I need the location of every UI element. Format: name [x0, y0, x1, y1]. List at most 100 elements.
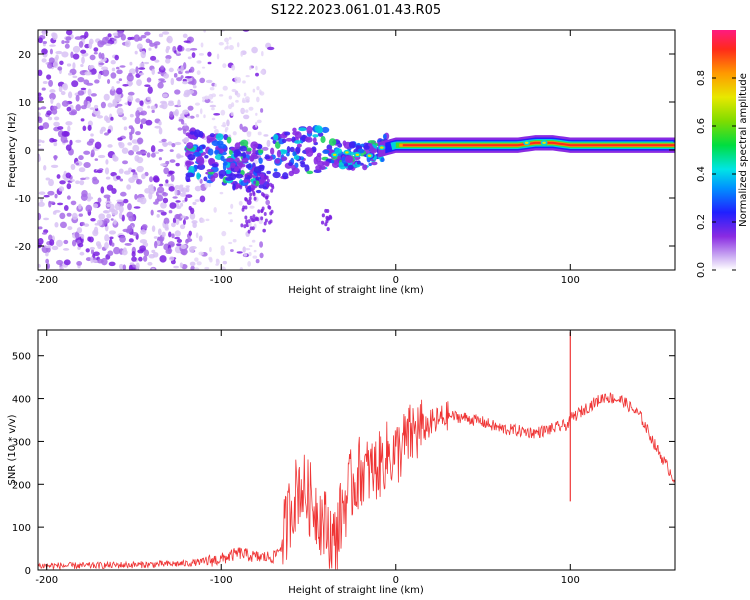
noise-speck	[176, 243, 182, 247]
noise-speck	[70, 163, 76, 170]
tone-blob	[211, 163, 219, 168]
noise-speck	[178, 186, 185, 192]
noise-speck	[119, 65, 126, 68]
noise-speck	[151, 267, 155, 270]
spectrogram-marks	[38, 30, 675, 270]
noise-speck	[75, 94, 80, 102]
tone-blob	[252, 147, 256, 155]
tone-blob	[284, 131, 291, 136]
noise-speck	[118, 78, 123, 82]
noise-speck	[80, 234, 85, 239]
tone-blob	[333, 158, 339, 165]
noise-speck	[100, 126, 106, 132]
x-tick-label: 100	[561, 575, 580, 586]
noise-speck	[87, 124, 92, 131]
noise-speck	[108, 261, 116, 267]
noise-speck	[240, 51, 244, 57]
noise-speck	[46, 110, 52, 116]
noise-speck	[163, 217, 170, 225]
noise-speck	[259, 241, 264, 248]
noise-speck	[220, 266, 226, 270]
tone-blob	[337, 156, 341, 161]
noise-speck	[106, 203, 112, 207]
noise-speck	[71, 212, 78, 221]
noise-speck	[72, 62, 76, 70]
noise-speck	[177, 99, 181, 107]
noise-speck	[194, 199, 200, 202]
noise-speck	[182, 109, 189, 115]
noise-speck	[93, 226, 99, 235]
noise-speck	[185, 239, 189, 244]
noise-speck	[236, 42, 240, 48]
noise-speck	[77, 243, 84, 248]
noise-speck	[114, 202, 121, 211]
y-tick-label: -10	[15, 194, 31, 205]
noise-speck	[86, 140, 94, 146]
noise-speck	[204, 95, 209, 100]
noise-speck	[98, 213, 106, 220]
tone-blob	[207, 157, 216, 166]
tone-blob	[288, 162, 294, 167]
tone-blob	[380, 146, 384, 149]
noise-speck	[75, 162, 80, 166]
noise-speck	[167, 247, 172, 254]
noise-speck	[56, 259, 64, 266]
noise-speck	[203, 114, 206, 119]
tone-blob	[320, 135, 326, 144]
tone-blob	[238, 161, 244, 167]
tone-blob	[203, 176, 208, 182]
tone-blob	[312, 137, 317, 144]
noise-speck	[93, 52, 98, 55]
noise-speck	[148, 47, 152, 51]
noise-speck	[63, 239, 69, 245]
noise-speck	[159, 255, 167, 263]
noise-speck	[90, 218, 96, 222]
noise-speck	[161, 31, 170, 35]
y-tick-label: 10	[18, 98, 31, 109]
noise-speck	[101, 66, 109, 71]
noise-speck	[109, 236, 114, 240]
noise-speck	[116, 199, 124, 203]
noise-speck	[105, 43, 112, 46]
noise-speck	[128, 215, 135, 222]
noise-speck	[87, 192, 92, 199]
tone-blob	[193, 129, 201, 138]
noise-speck	[114, 54, 119, 61]
tone-blob	[245, 219, 249, 224]
noise-speck	[226, 45, 229, 50]
noise-speck	[259, 91, 265, 96]
noise-speck	[162, 142, 168, 148]
tone-blob	[257, 209, 261, 214]
noise-speck	[194, 267, 200, 270]
noise-speck	[138, 72, 145, 76]
tone-blob	[380, 157, 385, 162]
noise-speck	[119, 235, 126, 243]
noise-speck	[38, 226, 43, 230]
noise-speck	[185, 186, 190, 193]
tone-blob	[258, 184, 264, 189]
noise-speck	[116, 175, 121, 180]
noise-speck	[158, 121, 162, 126]
noise-speck	[49, 92, 56, 100]
noise-speck	[59, 60, 64, 66]
tone-blob	[291, 164, 296, 171]
noise-speck	[188, 246, 195, 253]
noise-speck	[116, 80, 121, 84]
tone-blob	[219, 148, 224, 154]
noise-speck	[168, 170, 175, 175]
noise-speck	[51, 245, 59, 251]
tone-blob	[299, 160, 305, 165]
colorbar: 0.0 0.2 0.4 0.6 0.8 Normalized spectral ampl…	[696, 30, 749, 278]
noise-speck	[218, 41, 224, 46]
noise-speck	[228, 95, 233, 100]
noise-speck	[48, 178, 54, 187]
noise-speck	[129, 262, 135, 266]
noise-speck	[259, 252, 264, 259]
noise-speck	[124, 242, 132, 246]
noise-speck	[116, 103, 123, 107]
noise-speck	[151, 68, 155, 75]
noise-speck	[168, 231, 172, 238]
snr-marks	[38, 332, 675, 570]
noise-speck	[118, 141, 122, 147]
noise-speck	[204, 182, 209, 188]
